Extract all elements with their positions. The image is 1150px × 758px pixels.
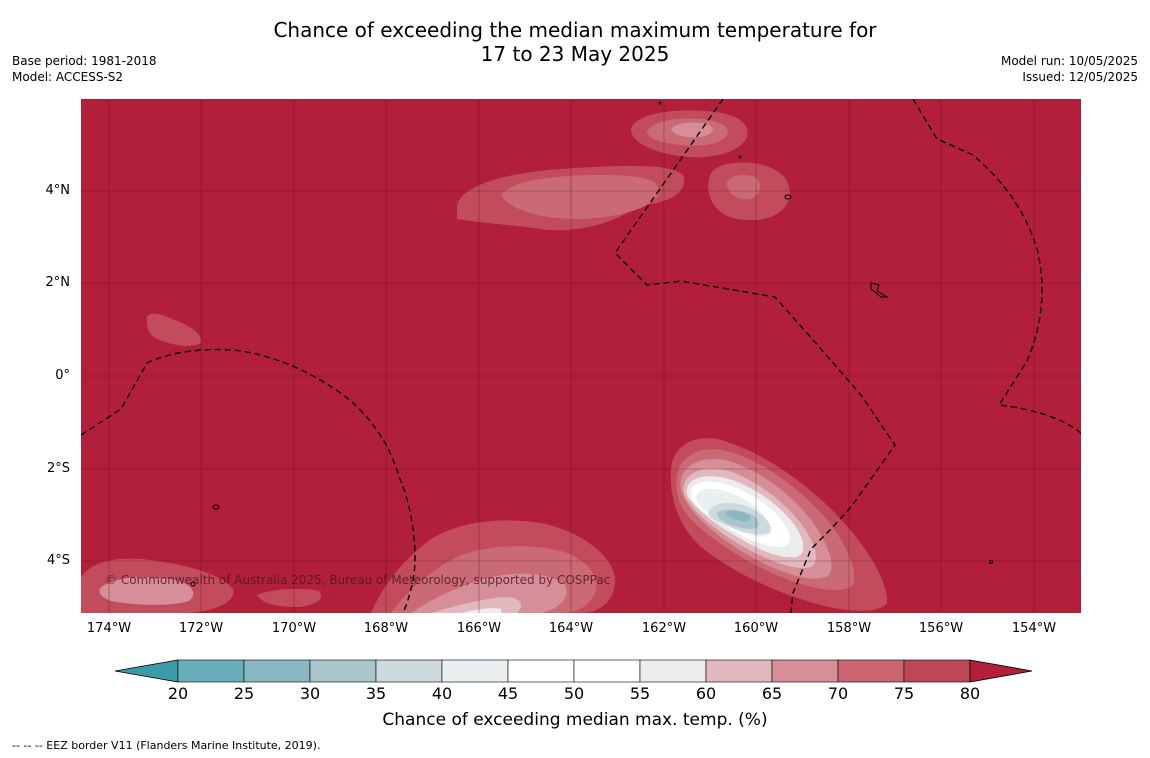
- lat-label-0: 0°: [55, 368, 70, 383]
- colorbar-segment: [507, 659, 575, 683]
- colorbar-tick: 20: [167, 684, 189, 703]
- anomaly-blob-north-3: [708, 162, 790, 221]
- colorbar-tick: 65: [761, 684, 783, 703]
- colorbar: [110, 655, 1040, 695]
- colorbar-segment: [903, 659, 971, 683]
- lon-label-158w: 158°W: [826, 621, 872, 636]
- map-canvas: © Commonwealth of Australia 2025, Bureau…: [80, 98, 1082, 614]
- colorbar-segment: [177, 659, 245, 683]
- copyright-watermark: © Commonwealth of Australia 2025, Bureau…: [105, 573, 610, 587]
- base-period: Base period: 1981-2018: [12, 54, 157, 68]
- colorbar-tick: 75: [893, 684, 915, 703]
- colorbar-segment: [771, 659, 839, 683]
- lon-label-168w: 168°W: [363, 621, 409, 636]
- lon-label-172w: 172°W: [178, 621, 224, 636]
- colorbar-tick: 70: [827, 684, 849, 703]
- lat-label-2s: 2°S: [46, 461, 70, 476]
- map-title: Chance of exceeding the median maximum t…: [0, 18, 1150, 66]
- lon-label-164w: 164°W: [548, 621, 594, 636]
- title-line-2: 17 to 23 May 2025: [480, 42, 670, 66]
- eez-legend-note: -- -- -- EEZ border V11 (Flanders Marine…: [12, 739, 321, 752]
- lon-label-174w: 174°W: [86, 621, 132, 636]
- graticule: [81, 99, 1081, 613]
- colorbar-segment: [639, 659, 707, 683]
- meta-left: Base period: 1981-2018 Model: ACCESS-S2: [12, 53, 157, 85]
- anomaly-blob-cool: [670, 438, 888, 611]
- colorbar-tick: 25: [233, 684, 255, 703]
- anomaly-blob-south-central: [371, 520, 616, 613]
- colorbar-segment: [573, 659, 641, 683]
- colorbar-segment: [441, 659, 509, 683]
- colorbar-segment: [705, 659, 773, 683]
- colorbar-tick: 50: [563, 684, 585, 703]
- anomaly-blob-north-2: [631, 110, 748, 158]
- lon-label-170w: 170°W: [271, 621, 317, 636]
- lon-label-162w: 162°W: [641, 621, 687, 636]
- issued-date: Issued: 12/05/2025: [1022, 70, 1138, 84]
- colorbar-segment: [837, 659, 905, 683]
- colorbar-graphic: [114, 659, 1033, 683]
- colorbar-title: Chance of exceeding median max. temp. (%…: [382, 710, 768, 730]
- title-line-1: Chance of exceeding the median maximum t…: [273, 18, 877, 42]
- colorbar-segment: [309, 659, 377, 683]
- model-name: Model: ACCESS-S2: [12, 70, 124, 84]
- anomaly-blob-north-1: [457, 165, 685, 231]
- colorbar-arrow-low: [114, 659, 179, 683]
- colorbar-tick: 80: [959, 684, 981, 703]
- lat-label-4s: 4°S: [46, 553, 70, 568]
- colorbar-tick: 40: [431, 684, 453, 703]
- lat-label-4n: 4°N: [45, 183, 71, 198]
- meta-right: Model run: 10/05/2025 Issued: 12/05/2025: [1001, 53, 1138, 85]
- map-panel: © Commonwealth of Australia 2025, Bureau…: [80, 98, 1082, 614]
- colorbar-segment: [375, 659, 443, 683]
- colorbar-arrow-high: [969, 659, 1033, 683]
- colorbar-segment: [243, 659, 311, 683]
- colorbar-tick: 35: [365, 684, 387, 703]
- anomaly-blob-south-west: [81, 558, 321, 613]
- lon-label-160w: 160°W: [733, 621, 779, 636]
- lon-label-156w: 156°W: [918, 621, 964, 636]
- colorbar-tick: 55: [629, 684, 651, 703]
- lon-label-154w: 154°W: [1011, 621, 1057, 636]
- anomaly-blob-west: [146, 313, 202, 346]
- colorbar-tick: 45: [497, 684, 519, 703]
- colorbar-tick: 60: [695, 684, 717, 703]
- lon-label-166w: 166°W: [456, 621, 502, 636]
- colorbar-tick: 30: [299, 684, 321, 703]
- model-run: Model run: 10/05/2025: [1000, 54, 1138, 68]
- lat-label-2n: 2°N: [45, 275, 71, 290]
- islands: [190, 101, 993, 587]
- eez-borders: [80, 98, 1082, 614]
